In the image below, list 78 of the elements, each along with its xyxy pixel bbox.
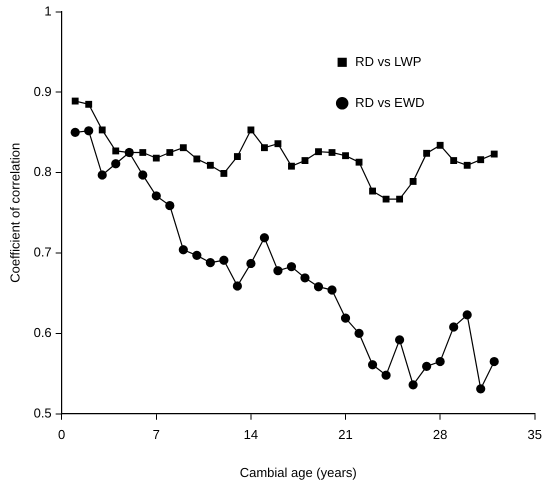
- point: [396, 196, 404, 203]
- legend-label: RD vs EWD: [355, 94, 425, 110]
- point: [206, 162, 214, 169]
- point: [354, 328, 364, 338]
- point: [220, 170, 228, 177]
- point: [342, 152, 349, 160]
- point: [138, 170, 148, 180]
- x-tick-label: 21: [338, 427, 353, 442]
- point: [112, 147, 120, 154]
- y-tick-label: 0.8: [34, 164, 52, 180]
- point: [139, 149, 146, 156]
- y-axis-title: Coefficient of correlation: [7, 142, 22, 283]
- point: [193, 156, 200, 162]
- point: [368, 360, 378, 370]
- point: [340, 314, 350, 323]
- point: [369, 188, 376, 195]
- point: [476, 384, 486, 394]
- point: [315, 148, 322, 156]
- point: [98, 126, 106, 134]
- point: [165, 200, 174, 210]
- legend-label: RD vs LWP: [355, 54, 422, 69]
- point: [314, 282, 324, 292]
- x-tick-label: 35: [528, 427, 542, 442]
- point: [152, 154, 160, 162]
- point: [328, 149, 336, 156]
- point: [302, 157, 308, 164]
- point: [246, 258, 256, 268]
- y-tick-label: 0.9: [34, 84, 52, 99]
- point: [232, 281, 242, 291]
- point: [274, 140, 282, 148]
- point: [462, 310, 472, 320]
- point: [70, 128, 80, 137]
- point: [166, 149, 174, 156]
- point: [477, 156, 484, 164]
- point: [382, 196, 390, 203]
- x-tick-label: 7: [152, 427, 160, 442]
- point: [490, 356, 499, 366]
- point: [247, 126, 254, 134]
- point: [111, 159, 120, 168]
- point: [180, 144, 187, 152]
- point: [422, 362, 432, 371]
- point: [192, 250, 202, 260]
- x-tick-label: 14: [244, 427, 258, 442]
- point: [490, 150, 498, 158]
- point: [206, 258, 215, 268]
- point: [85, 100, 92, 108]
- y-tick-label: 0.7: [34, 244, 52, 260]
- point: [395, 335, 404, 344]
- point: [286, 262, 296, 272]
- y-tick-label: 1: [44, 3, 52, 18]
- point: [410, 178, 417, 185]
- point: [436, 356, 445, 366]
- point: [273, 266, 283, 276]
- point: [261, 144, 268, 152]
- x-tick-label: 0: [58, 427, 66, 442]
- point: [219, 256, 228, 265]
- point: [381, 370, 391, 380]
- point: [300, 273, 310, 283]
- point: [178, 245, 188, 254]
- point: [464, 162, 471, 169]
- point: [450, 157, 458, 164]
- point: [327, 285, 337, 295]
- point: [423, 150, 430, 157]
- point: [98, 170, 107, 180]
- point: [288, 162, 295, 170]
- point: [356, 158, 362, 166]
- point: [84, 126, 94, 136]
- point: [449, 322, 458, 332]
- y-tick-label: 0.6: [34, 324, 52, 340]
- point: [408, 380, 418, 390]
- point: [436, 142, 444, 149]
- point: [260, 233, 270, 242]
- point: [72, 98, 79, 104]
- point: [234, 153, 241, 160]
- x-axis-title: Cambial age (years): [240, 464, 357, 480]
- point: [152, 191, 161, 201]
- x-tick-label: 28: [432, 427, 448, 442]
- y-tick-label: 0.5: [34, 405, 52, 420]
